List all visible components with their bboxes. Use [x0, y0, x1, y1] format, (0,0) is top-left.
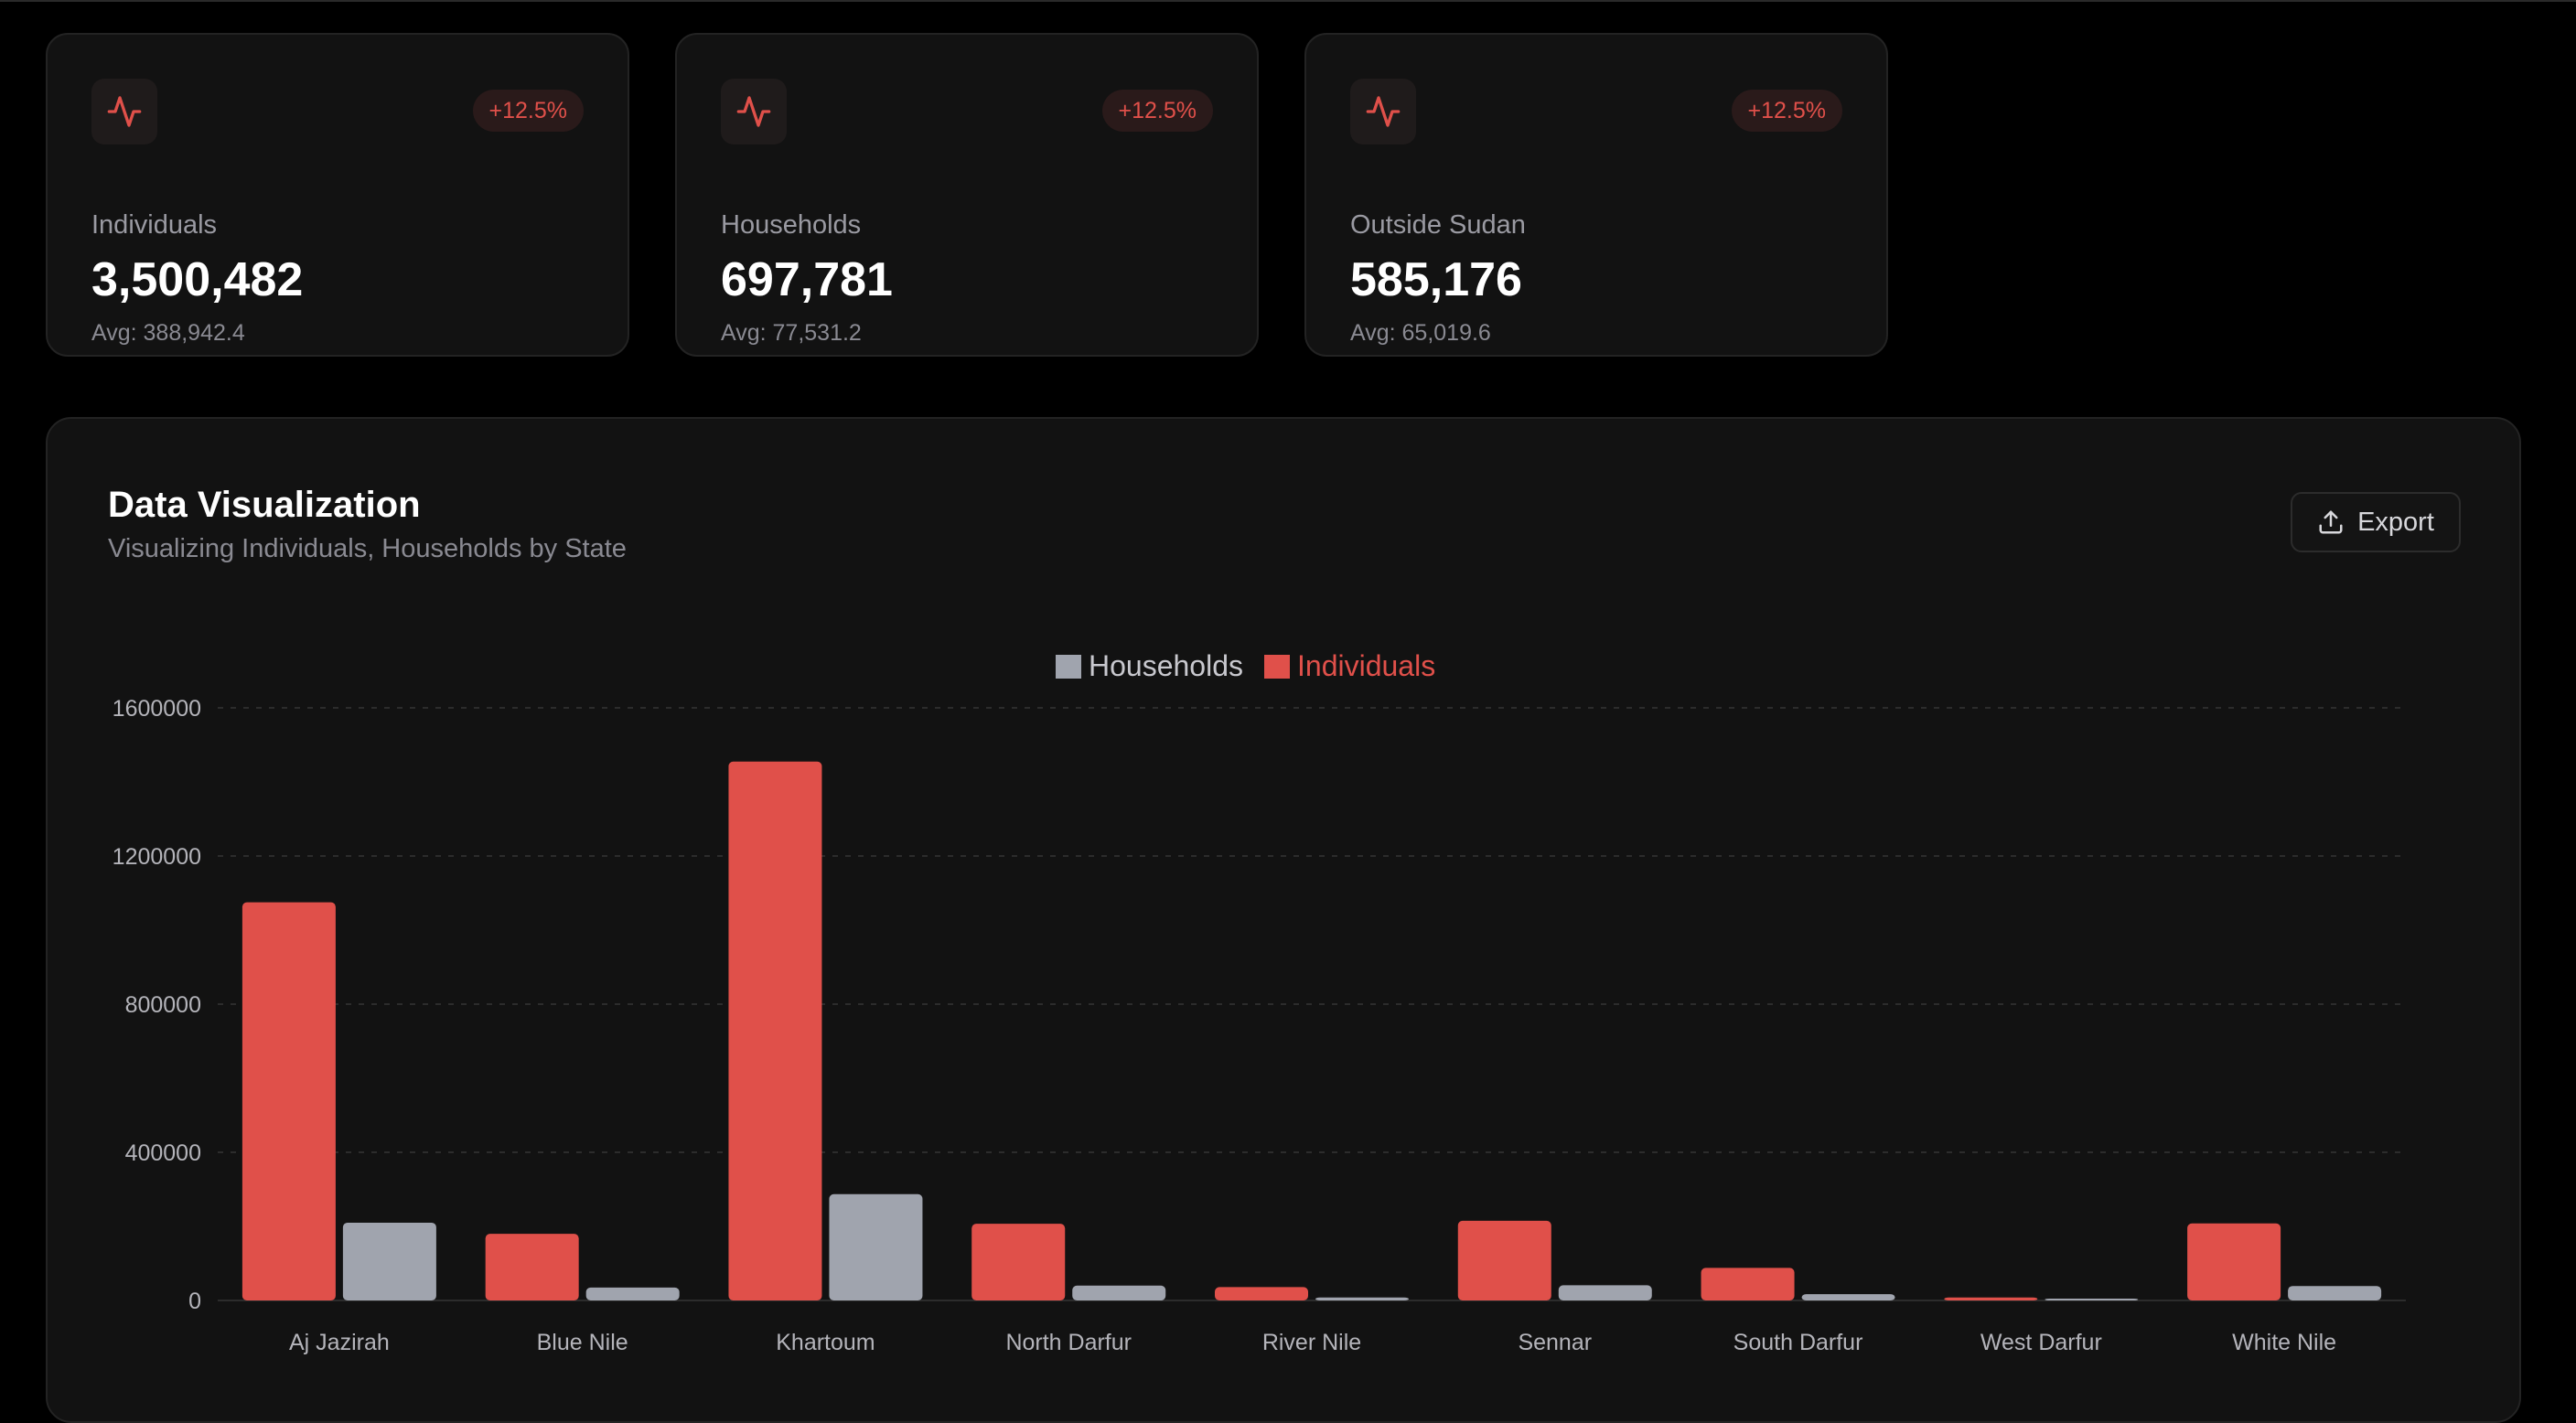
x-tick-label: Aj Jazirah	[289, 1330, 390, 1355]
export-label: Export	[2357, 507, 2434, 537]
panel-title: Data Visualization	[108, 485, 421, 525]
stat-label: Individuals	[91, 210, 218, 240]
upload-icon	[2319, 510, 2343, 534]
panel-subtitle: Visualizing Individuals, Households by S…	[108, 534, 627, 563]
stat-average: Avg: 77,531.2	[721, 320, 862, 346]
bar-individuals	[1701, 1268, 1795, 1300]
stat-average: Avg: 65,019.6	[1350, 320, 1491, 346]
bar-households	[2045, 1299, 2139, 1300]
stat-value: 585,176	[1350, 253, 1522, 306]
legend-swatch	[1264, 655, 1290, 679]
bar-individuals	[2187, 1223, 2281, 1300]
x-tick-label: North Darfur	[1005, 1330, 1132, 1355]
stat-label: Households	[721, 210, 862, 240]
x-tick-label: Sennar	[1518, 1330, 1592, 1355]
activity-icon	[91, 79, 157, 144]
y-tick-label: 1600000	[113, 696, 201, 722]
bar-chart: 0 400000 800000 1200000 1600000 Aj Jazirah Blu…	[113, 649, 2406, 1355]
bar-individuals	[971, 1224, 1066, 1300]
legend-label: Households	[1089, 649, 1243, 682]
bar-individuals	[1457, 1220, 1551, 1300]
x-tick-label: Blue Nile	[537, 1330, 628, 1355]
stat-average: Avg: 388,942.4	[91, 320, 245, 346]
bar-households	[585, 1287, 680, 1300]
x-tick-label: South Darfur	[1733, 1330, 1863, 1355]
bar-households	[342, 1222, 436, 1300]
stat-card-households: +12.5% Households 697,781 Avg: 77,531.2	[675, 33, 1259, 357]
bar-households	[1558, 1285, 1652, 1300]
bar-households	[829, 1193, 923, 1300]
stat-card-outside-sudan: +12.5% Outside Sudan 585,176 Avg: 65,019…	[1304, 33, 1888, 357]
bar-individuals	[728, 761, 822, 1300]
bar-individuals	[485, 1234, 579, 1300]
activity-icon	[1350, 79, 1416, 144]
stat-value: 3,500,482	[91, 253, 304, 306]
trend-badge: +12.5%	[1731, 90, 1842, 132]
trend-badge: +12.5%	[1101, 90, 1213, 132]
y-tick-label: 1200000	[113, 844, 201, 870]
x-tick-label: White Nile	[2232, 1330, 2336, 1355]
y-tick-label: 0	[188, 1289, 201, 1314]
x-tick-label: River Nile	[1262, 1330, 1361, 1355]
top-border	[0, 0, 2576, 2]
trend-badge: +12.5%	[472, 90, 584, 132]
x-tick-label: West Darfur	[1980, 1330, 2102, 1355]
activity-icon	[721, 79, 787, 144]
bar-individuals	[1215, 1287, 1308, 1300]
stat-value: 697,781	[721, 253, 893, 306]
y-tick-label: 400000	[125, 1140, 201, 1166]
bar-individuals	[1944, 1297, 2038, 1300]
bar-households	[1072, 1285, 1166, 1300]
bar-individuals	[242, 902, 336, 1300]
bar-households	[1801, 1294, 1895, 1300]
export-button[interactable]: Export	[2291, 492, 2461, 552]
y-tick-label: 800000	[125, 992, 201, 1018]
data-visualization-panel: Data Visualization Visualizing Individua…	[46, 417, 2521, 1423]
legend-swatch	[1056, 655, 1081, 679]
stat-label: Outside Sudan	[1350, 210, 1526, 240]
legend-label: Individuals	[1297, 649, 1435, 682]
stat-card-individuals: +12.5% Individuals 3,500,482 Avg: 388,94…	[46, 33, 629, 357]
bar-households	[1315, 1297, 1409, 1300]
x-tick-label: Khartoum	[776, 1330, 875, 1355]
bar-households	[2288, 1286, 2382, 1300]
